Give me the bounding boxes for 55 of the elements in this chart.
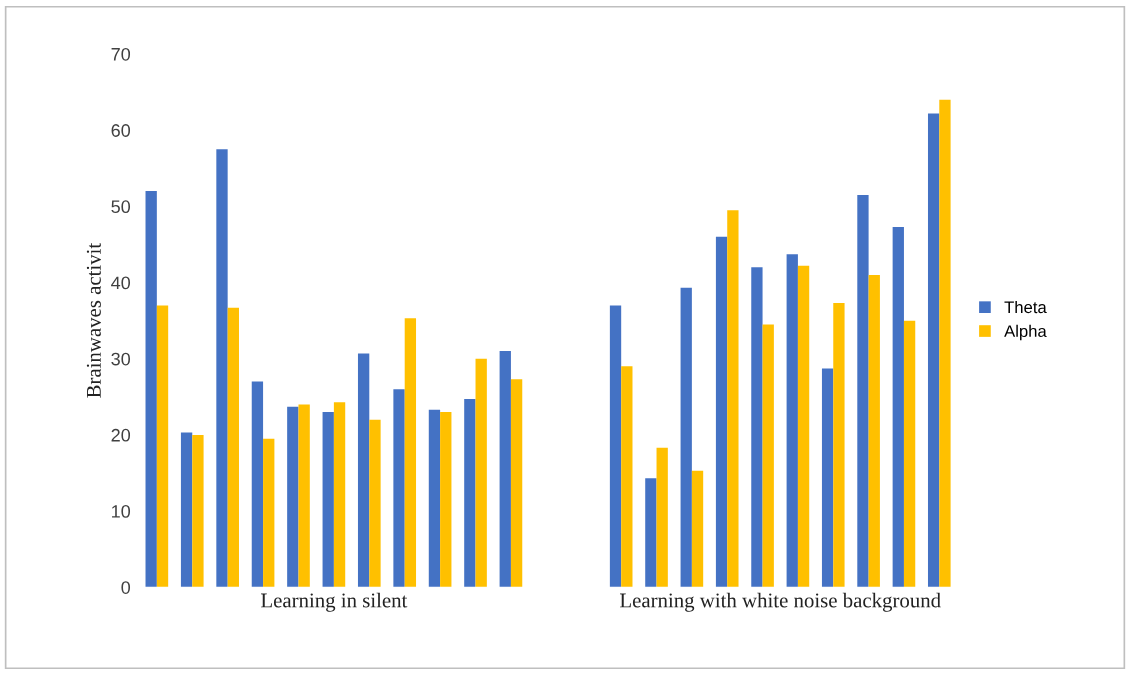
x-axis-title: Learning with white noise background — [620, 592, 941, 612]
bar — [475, 358, 487, 588]
bar — [868, 274, 880, 588]
bar — [821, 368, 834, 588]
bar — [797, 265, 810, 588]
bar — [440, 412, 452, 588]
bar — [287, 406, 299, 588]
bar — [227, 307, 239, 588]
bar — [715, 236, 728, 588]
bar — [180, 432, 193, 588]
bar — [727, 210, 739, 588]
bar — [857, 194, 869, 588]
bar — [369, 419, 381, 588]
bar — [216, 149, 228, 588]
bar — [892, 226, 904, 588]
legend-label: Alpha — [1004, 324, 1047, 341]
bar — [645, 478, 657, 588]
bar — [609, 305, 622, 588]
bar — [680, 287, 692, 588]
bar — [903, 320, 916, 588]
bar — [357, 353, 370, 588]
y-tick-label: 70 — [111, 47, 131, 61]
bar — [786, 254, 798, 588]
bar — [251, 381, 264, 588]
bar — [263, 438, 275, 588]
bar — [404, 318, 417, 588]
bar — [691, 470, 704, 588]
y-tick-label: 40 — [111, 276, 131, 290]
bar — [145, 191, 157, 588]
bar — [499, 351, 511, 588]
bar — [833, 303, 845, 588]
bar — [464, 399, 476, 588]
bar — [751, 267, 763, 588]
bar — [621, 366, 633, 588]
bar — [510, 379, 523, 588]
bar — [156, 305, 169, 588]
y-tick-label: 60 — [111, 124, 131, 137]
bar — [939, 99, 951, 588]
y-tick-label: 20 — [111, 428, 131, 442]
legend-label: Theta — [1004, 300, 1047, 314]
bar — [428, 409, 441, 588]
bar — [333, 402, 346, 588]
y-tick-label: 30 — [111, 352, 131, 366]
x-axis-title: Learning in silent — [261, 592, 408, 612]
bar — [322, 412, 334, 588]
y-tick-label: 10 — [112, 505, 131, 518]
bar — [393, 389, 405, 588]
bar — [656, 447, 668, 588]
bar — [927, 113, 940, 588]
y-axis-title: Brainwaves activit — [86, 242, 101, 398]
bar — [298, 404, 310, 588]
bar — [762, 324, 774, 588]
y-tick-label: 50 — [111, 200, 131, 214]
y-tick-label: 0 — [121, 581, 131, 594]
bar — [192, 434, 204, 588]
